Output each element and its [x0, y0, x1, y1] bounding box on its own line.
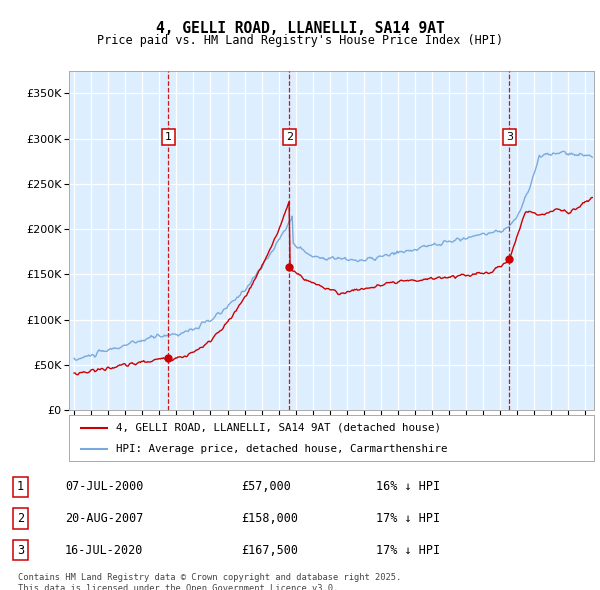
- Text: 3: 3: [506, 132, 513, 142]
- Text: 16% ↓ HPI: 16% ↓ HPI: [376, 480, 440, 493]
- Text: 16-JUL-2020: 16-JUL-2020: [65, 543, 143, 556]
- Text: Price paid vs. HM Land Registry's House Price Index (HPI): Price paid vs. HM Land Registry's House …: [97, 34, 503, 47]
- Text: 07-JUL-2000: 07-JUL-2000: [65, 480, 143, 493]
- Text: 2: 2: [17, 512, 24, 525]
- Text: Contains HM Land Registry data © Crown copyright and database right 2025.
This d: Contains HM Land Registry data © Crown c…: [18, 573, 401, 590]
- Text: 4, GELLI ROAD, LLANELLI, SA14 9AT: 4, GELLI ROAD, LLANELLI, SA14 9AT: [155, 21, 445, 35]
- Text: 1: 1: [17, 480, 24, 493]
- Text: £57,000: £57,000: [241, 480, 291, 493]
- Text: 17% ↓ HPI: 17% ↓ HPI: [376, 512, 440, 525]
- Text: £167,500: £167,500: [241, 543, 298, 556]
- Text: 2: 2: [286, 132, 293, 142]
- Text: 4, GELLI ROAD, LLANELLI, SA14 9AT (detached house): 4, GELLI ROAD, LLANELLI, SA14 9AT (detac…: [116, 423, 441, 433]
- Text: 1: 1: [165, 132, 172, 142]
- Text: HPI: Average price, detached house, Carmarthenshire: HPI: Average price, detached house, Carm…: [116, 444, 448, 454]
- Text: 3: 3: [17, 543, 24, 556]
- Text: 17% ↓ HPI: 17% ↓ HPI: [376, 543, 440, 556]
- Text: £158,000: £158,000: [241, 512, 298, 525]
- Text: 20-AUG-2007: 20-AUG-2007: [65, 512, 143, 525]
